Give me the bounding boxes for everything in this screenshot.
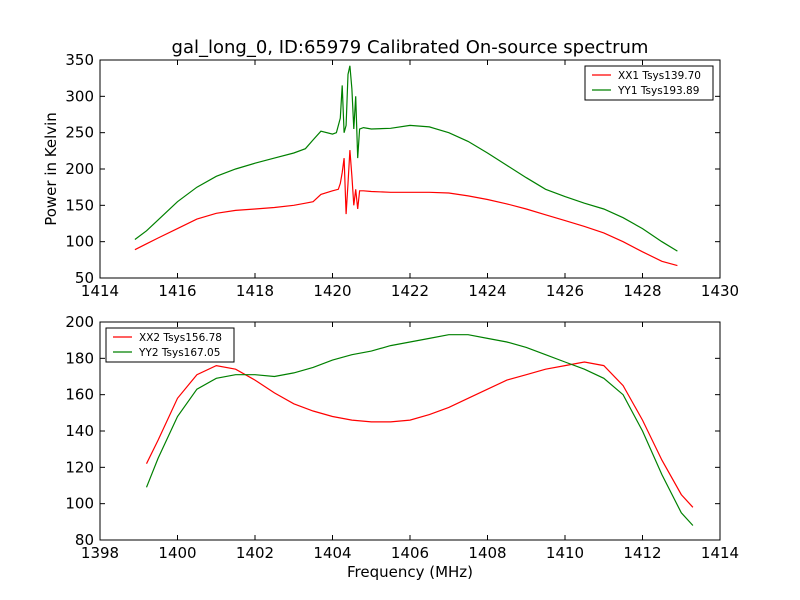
x-axis-label: Frequency (MHz): [347, 563, 473, 581]
x-tick-label: 1420: [313, 282, 351, 300]
y-tick-label: 300: [65, 87, 94, 105]
x-tick-label: 1410: [546, 544, 584, 562]
x-tick-label: 1398: [81, 544, 119, 562]
subplot-bottom: 1398 1400 1402 1404 1406 1408 1410 1412 1414 80 10…: [65, 313, 739, 562]
x-tick-label: 1404: [313, 544, 351, 562]
series-line-yy1: [134, 65, 678, 252]
legend-label-xx2: XX2 Tsys156.78: [139, 332, 222, 344]
y-tick-label: 160: [65, 386, 94, 404]
y-tick-label: 100: [65, 233, 94, 251]
y-tick-label: 350: [65, 51, 94, 69]
y-tick-label: 100: [65, 495, 94, 513]
legend-label-yy2: YY2 Tsys167.05: [138, 347, 220, 359]
subplot-top: 1414 1416 1418 1420 1422 1424 1426 1428 1430 50 10…: [65, 51, 739, 300]
x-tick-label: 1426: [546, 282, 584, 300]
chart-title: gal_long_0, ID:65979 Calibrated On-sourc…: [172, 37, 649, 58]
y-tick-label: 140: [65, 422, 94, 440]
y-tick-label: 250: [65, 124, 94, 142]
legend-top-box: [584, 65, 714, 101]
y-tick-label: 180: [65, 349, 94, 367]
x-tick-label: 1424: [468, 282, 506, 300]
x-tick-label: 1400: [158, 544, 196, 562]
y-tick-label: 200: [65, 313, 94, 331]
x-tick-label: 1414: [701, 544, 739, 562]
x-tick-label: 1428: [623, 282, 661, 300]
y-tick-label: 200: [65, 160, 94, 178]
y-tick-label: 80: [75, 531, 94, 549]
y-axis-label: Power in Kelvin: [42, 112, 60, 226]
legend-top: XX1 Tsys139.70 YY1 Tsys193.89: [584, 65, 714, 101]
legend-bottom: XX2 Tsys156.78 YY2 Tsys167.05: [105, 327, 235, 363]
y-tick-label: 120: [65, 458, 94, 476]
y-tick-label: 50: [75, 269, 94, 287]
x-tick-label: 1408: [468, 544, 506, 562]
x-tick-label: 1418: [236, 282, 274, 300]
series-line-yy2: [145, 334, 694, 526]
series-line-xx1: [134, 150, 678, 267]
legend-label-yy1: YY1 Tsys193.89: [617, 85, 699, 97]
x-tick-label: 1416: [158, 282, 196, 300]
x-tick-label: 1412: [623, 544, 661, 562]
x-tick-label: 1406: [391, 544, 429, 562]
x-tick-label: 1414: [81, 282, 119, 300]
y-tick-label: 150: [65, 196, 94, 214]
x-tick-label: 1430: [701, 282, 739, 300]
legend-label-xx1: XX1 Tsys139.70: [618, 70, 701, 82]
series-line-xx2: [145, 361, 694, 508]
legend-bottom-box: [105, 327, 235, 363]
x-tick-label: 1402: [236, 544, 274, 562]
x-tick-label: 1422: [391, 282, 429, 300]
